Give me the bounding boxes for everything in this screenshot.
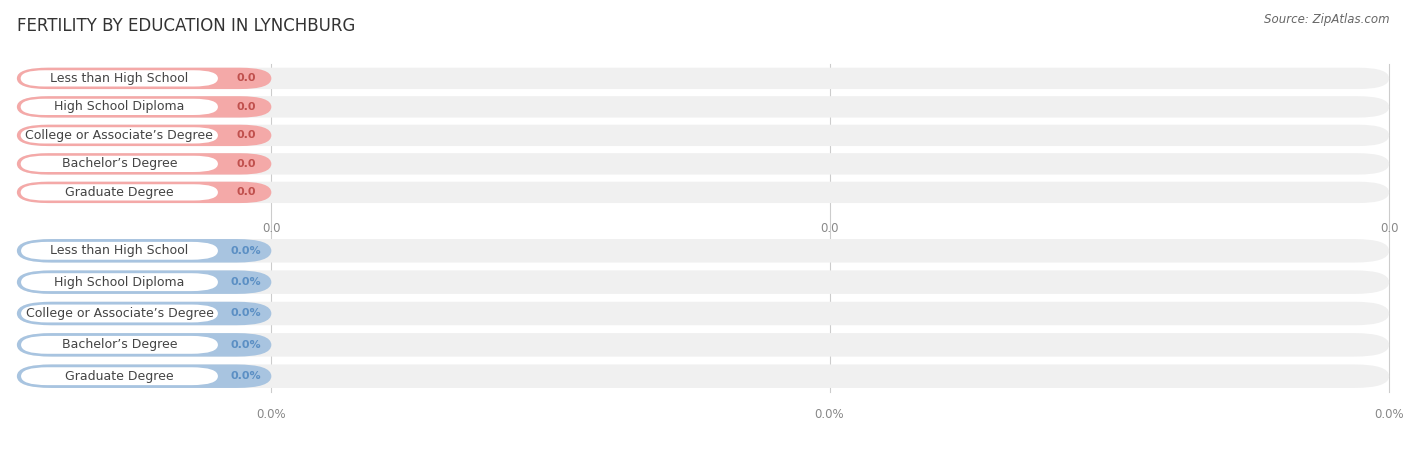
Text: 0.0: 0.0 [236, 73, 256, 84]
FancyBboxPatch shape [21, 242, 218, 260]
FancyBboxPatch shape [17, 302, 271, 325]
Text: 0.0%: 0.0% [231, 308, 262, 319]
FancyBboxPatch shape [21, 99, 218, 115]
FancyBboxPatch shape [17, 333, 271, 357]
FancyBboxPatch shape [21, 70, 218, 86]
Text: Source: ZipAtlas.com: Source: ZipAtlas.com [1264, 13, 1389, 26]
FancyBboxPatch shape [21, 304, 218, 323]
Text: College or Associate’s Degree: College or Associate’s Degree [25, 129, 214, 142]
Text: 0.0%: 0.0% [231, 340, 262, 350]
FancyBboxPatch shape [21, 336, 218, 354]
Text: 0.0: 0.0 [262, 221, 281, 235]
Text: College or Associate’s Degree: College or Associate’s Degree [25, 307, 214, 320]
FancyBboxPatch shape [17, 153, 1389, 175]
Text: 0.0%: 0.0% [1374, 408, 1405, 421]
FancyBboxPatch shape [17, 239, 1389, 263]
FancyBboxPatch shape [17, 125, 1389, 146]
Text: Less than High School: Less than High School [51, 244, 188, 257]
FancyBboxPatch shape [17, 68, 271, 89]
Text: 0.0%: 0.0% [256, 408, 287, 421]
FancyBboxPatch shape [21, 127, 218, 143]
Text: FERTILITY BY EDUCATION IN LYNCHBURG: FERTILITY BY EDUCATION IN LYNCHBURG [17, 17, 356, 35]
FancyBboxPatch shape [21, 367, 218, 385]
FancyBboxPatch shape [17, 270, 1389, 294]
Text: Graduate Degree: Graduate Degree [65, 186, 173, 199]
Text: 0.0%: 0.0% [231, 246, 262, 256]
Text: 0.0: 0.0 [236, 159, 256, 169]
Text: 0.0%: 0.0% [231, 371, 262, 381]
Text: 0.0: 0.0 [236, 130, 256, 141]
Text: 0.0%: 0.0% [231, 277, 262, 287]
Text: Less than High School: Less than High School [51, 72, 188, 85]
FancyBboxPatch shape [17, 182, 1389, 203]
FancyBboxPatch shape [17, 364, 271, 388]
Text: 0.0: 0.0 [820, 221, 839, 235]
FancyBboxPatch shape [17, 364, 1389, 388]
Text: 0.0%: 0.0% [814, 408, 845, 421]
Text: 0.0: 0.0 [236, 187, 256, 198]
Text: 0.0: 0.0 [236, 102, 256, 112]
Text: High School Diploma: High School Diploma [55, 276, 184, 289]
FancyBboxPatch shape [17, 239, 271, 263]
FancyBboxPatch shape [17, 182, 271, 203]
FancyBboxPatch shape [17, 68, 1389, 89]
FancyBboxPatch shape [17, 96, 1389, 118]
FancyBboxPatch shape [17, 333, 1389, 357]
FancyBboxPatch shape [21, 156, 218, 172]
Text: 0.0: 0.0 [1379, 221, 1399, 235]
Text: Graduate Degree: Graduate Degree [65, 370, 174, 383]
Text: Bachelor’s Degree: Bachelor’s Degree [62, 338, 177, 352]
FancyBboxPatch shape [17, 153, 271, 175]
FancyBboxPatch shape [17, 270, 271, 294]
Text: High School Diploma: High School Diploma [53, 100, 184, 114]
FancyBboxPatch shape [17, 96, 271, 118]
FancyBboxPatch shape [21, 273, 218, 291]
FancyBboxPatch shape [21, 184, 218, 200]
Text: Bachelor’s Degree: Bachelor’s Degree [62, 157, 177, 171]
FancyBboxPatch shape [17, 125, 271, 146]
FancyBboxPatch shape [17, 302, 1389, 325]
